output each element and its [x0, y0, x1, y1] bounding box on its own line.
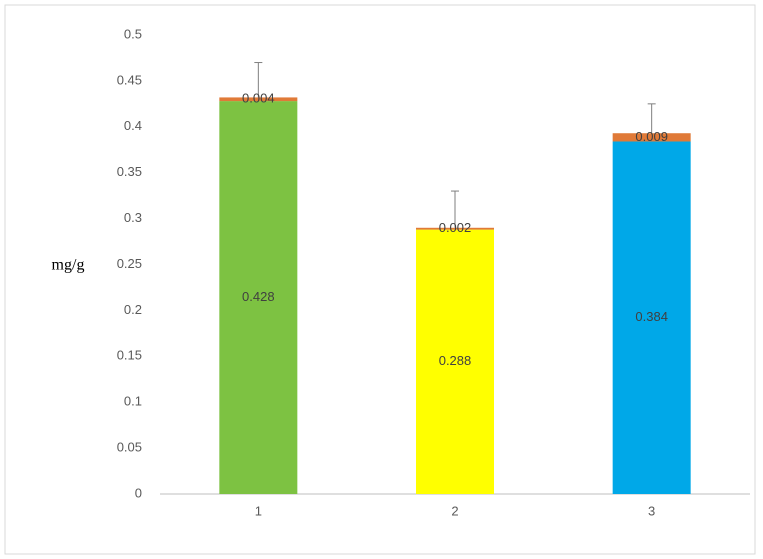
y-tick-label: 0.4	[124, 118, 142, 133]
data-label: 0.288	[439, 353, 472, 368]
error-bar	[647, 103, 656, 134]
y-tick-label: 0.05	[117, 440, 142, 455]
bar-segment	[416, 229, 494, 494]
data-label: 0.428	[242, 289, 275, 304]
bar-segment	[416, 227, 494, 230]
error-bar	[254, 62, 263, 98]
x-tick-label: 3	[648, 503, 655, 518]
bar-segment	[219, 101, 298, 494]
data-label: 0.002	[439, 220, 472, 235]
bar-segment	[219, 97, 298, 102]
y-tick-label: 0.3	[124, 210, 142, 225]
y-tick-label: 0.2	[124, 302, 142, 317]
bar-segment	[612, 133, 691, 142]
y-tick-label: 0	[135, 485, 142, 500]
y-tick-label: 0.25	[117, 256, 142, 271]
x-tick-label: 2	[451, 503, 458, 518]
data-label: 0.009	[635, 129, 668, 144]
data-label: 0.384	[635, 309, 668, 324]
x-tick-label: 1	[255, 503, 262, 518]
y-tick-label: 0.15	[117, 348, 142, 363]
bar-segment	[612, 141, 691, 494]
y-axis-label: mg/g	[52, 257, 85, 274]
error-bar	[451, 190, 459, 228]
y-tick-label: 0.5	[124, 26, 142, 41]
y-tick-label: 0.35	[117, 164, 142, 179]
y-tick-label: 0.45	[117, 72, 142, 87]
y-tick-label: 0.1	[124, 394, 142, 409]
data-label: 0.004	[242, 91, 275, 106]
